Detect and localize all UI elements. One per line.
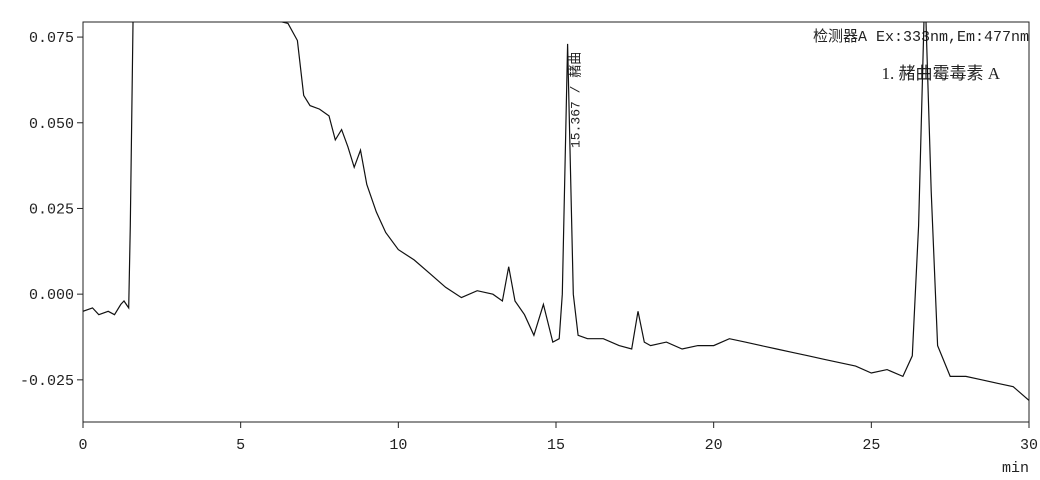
detector-label: 检测器A Ex:333nm,Em:477nm	[813, 28, 1029, 46]
x-tick-label: 5	[236, 437, 245, 454]
y-tick-label: -0.025	[20, 373, 74, 390]
trace	[83, 22, 1029, 401]
legend-text: 1. 赭曲霉毒素 A	[881, 64, 1000, 83]
y-tick-label: 0.025	[29, 201, 74, 218]
peak-label: 15.367 / 赭曲	[569, 52, 584, 148]
y-tick-label: 0.050	[29, 116, 74, 133]
x-tick-label: 0	[78, 437, 87, 454]
x-axis-label: min	[1002, 460, 1029, 477]
x-tick-label: 25	[862, 437, 880, 454]
y-tick-label: 0.075	[29, 30, 74, 47]
x-tick-label: 15	[547, 437, 565, 454]
x-tick-label: 20	[705, 437, 723, 454]
x-tick-label: 10	[389, 437, 407, 454]
x-tick-label: 30	[1020, 437, 1038, 454]
y-tick-label: 0.000	[29, 287, 74, 304]
